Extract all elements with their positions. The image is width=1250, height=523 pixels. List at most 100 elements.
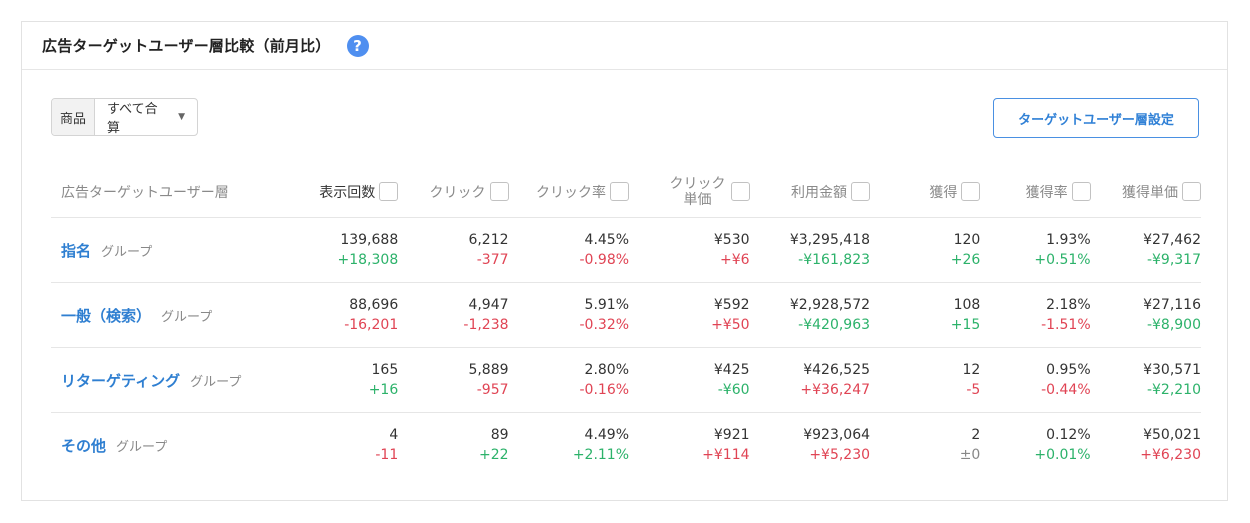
metric-change: +¥6,230 xyxy=(1140,447,1201,463)
metric-cell: 4.49% +2.11% xyxy=(509,413,630,478)
table-row: リターゲティング グループ 165 +16 5,889 -957 2.80% -0.16% ¥4… xyxy=(51,347,1201,413)
ctr-checkbox[interactable] xyxy=(610,182,630,201)
metric-value: ¥425 xyxy=(713,362,750,378)
metric-cell: 4 -11 xyxy=(296,413,398,478)
metric-value: 165 xyxy=(371,362,399,378)
panel-title: 広告ターゲットユーザー層比較（前月比） xyxy=(42,37,331,55)
metric-change: +¥6 xyxy=(719,252,750,268)
metric-value: 5.91% xyxy=(584,297,630,313)
target-user-settings-button[interactable]: ターゲットユーザー層設定 xyxy=(993,98,1199,138)
metric-cell: 4,947 -1,238 xyxy=(398,282,509,348)
col-header-ctr: クリック率 xyxy=(508,166,630,218)
col-header-cvr: 獲得率 xyxy=(980,166,1091,218)
metric-cell: 5.91% -0.32% xyxy=(508,282,630,348)
metric-cell: 1.93% +0.51% xyxy=(980,217,1091,283)
metric-value: 2 xyxy=(971,427,981,443)
metric-cell: ¥426,525 +¥36,247 xyxy=(749,347,871,413)
metric-cell: 88,696 -16,201 xyxy=(296,282,399,348)
conversions-checkbox[interactable] xyxy=(961,182,981,201)
metric-change: +2.11% xyxy=(572,447,630,463)
metric-change: +0.51% xyxy=(1034,252,1091,268)
metric-cell: ¥923,064 +¥5,230 xyxy=(750,413,871,478)
metric-value: 5,889 xyxy=(468,362,509,378)
cpc-checkbox[interactable] xyxy=(730,182,750,201)
metric-change: +0.01% xyxy=(1034,447,1091,463)
clicks-checkbox[interactable] xyxy=(489,182,509,201)
metric-change: +¥50 xyxy=(711,317,750,333)
col-header-segment: 広告ターゲットユーザー層 xyxy=(51,166,297,218)
col-header-clicks: クリック xyxy=(398,166,509,218)
metric-cell: 5,889 -957 xyxy=(398,347,509,413)
cvr-checkbox[interactable] xyxy=(1071,182,1091,201)
metric-cell: 89 +22 xyxy=(398,413,509,478)
cpa-checkbox[interactable] xyxy=(1182,182,1201,201)
product-select-value: すべて合算 xyxy=(107,102,158,136)
metric-value: ¥592 xyxy=(713,297,750,313)
metric-cell: ¥27,116 -¥8,900 xyxy=(1090,282,1201,348)
metric-cell: ¥2,928,572 -¥420,963 xyxy=(749,282,871,348)
metric-value: 4.45% xyxy=(584,232,630,248)
metric-cell: 4.45% -0.98% xyxy=(508,217,630,283)
metric-cell: 12 -5 xyxy=(870,347,981,413)
metric-value: ¥2,928,572 xyxy=(789,297,871,313)
metric-cell: ¥530 +¥6 xyxy=(629,217,750,283)
segment-name-cell: その他 グループ xyxy=(51,413,296,478)
col-header-impressions: 表示回数 xyxy=(296,166,399,218)
metric-cell: 0.95% -0.44% xyxy=(980,347,1091,413)
metric-cell: ¥30,571 -¥2,210 xyxy=(1090,347,1201,413)
metric-change: +26 xyxy=(950,252,981,268)
spend-checkbox[interactable] xyxy=(851,182,871,201)
metric-change: -¥161,823 xyxy=(798,252,871,268)
metric-change: +15 xyxy=(950,317,981,333)
product-select[interactable]: すべて合算 ▼ xyxy=(95,99,197,136)
metric-change: +18,308 xyxy=(337,252,399,268)
segment-link[interactable]: リターゲティング xyxy=(61,371,181,390)
metric-value: ¥426,525 xyxy=(803,362,871,378)
metric-value: ¥27,462 xyxy=(1143,232,1201,248)
metric-cell: 165 +16 xyxy=(296,347,399,413)
metric-change: -0.32% xyxy=(579,317,630,333)
segment-table: 広告ターゲットユーザー層 表示回数 クリック クリック率 クリック単価 利用金額… xyxy=(51,166,1201,477)
metric-value: 4.49% xyxy=(584,427,630,443)
metric-change: -¥2,210 xyxy=(1146,382,1201,398)
segment-link[interactable]: 一般（検索） xyxy=(61,306,152,325)
segment-link[interactable]: 指名 xyxy=(61,241,92,260)
metric-cell: ¥50,021 +¥6,230 xyxy=(1091,413,1201,478)
metric-change: -0.16% xyxy=(579,382,630,398)
metric-value: ¥30,571 xyxy=(1143,362,1201,378)
metric-change: -0.98% xyxy=(579,252,630,268)
metric-change: -377 xyxy=(476,252,509,268)
product-filter-label: 商品 xyxy=(52,99,96,135)
help-icon[interactable]: ? xyxy=(346,34,369,57)
metric-value: 139,688 xyxy=(340,232,399,248)
product-filter[interactable]: 商品 すべて合算 ▼ xyxy=(51,98,199,136)
metric-value: ¥27,116 xyxy=(1143,297,1201,313)
metric-change: -957 xyxy=(476,382,509,398)
metric-change: -5 xyxy=(966,382,981,398)
metric-cell: 2.80% -0.16% xyxy=(508,347,630,413)
segment-type-label: グループ xyxy=(190,374,242,390)
metric-value: 1.93% xyxy=(1046,232,1091,248)
metric-value: 0.12% xyxy=(1046,427,1091,443)
metric-change: -¥9,317 xyxy=(1146,252,1201,268)
table-row: その他 グループ 4 -11 89 +22 4.49% +2.11% ¥921 +¥114 ¥923… xyxy=(51,413,1201,478)
metric-change: -¥8,900 xyxy=(1146,317,1201,333)
metric-value: ¥921 xyxy=(713,427,750,443)
segment-link[interactable]: その他 xyxy=(61,436,107,455)
metric-cell: 139,688 +18,308 xyxy=(296,217,399,283)
metric-value: ¥3,295,418 xyxy=(789,232,871,248)
metric-cell: 120 +26 xyxy=(870,217,981,283)
metric-cell: ¥27,462 -¥9,317 xyxy=(1090,217,1201,283)
metric-cell: ¥921 +¥114 xyxy=(629,413,750,478)
col-header-conversions: 獲得 xyxy=(870,166,981,218)
metric-cell: ¥425 -¥60 xyxy=(629,347,750,413)
metric-value: 2.80% xyxy=(584,362,630,378)
metric-value: 2.18% xyxy=(1046,297,1091,313)
metric-change: +¥5,230 xyxy=(809,447,871,463)
metric-value: 6,212 xyxy=(468,232,509,248)
panel-header: 広告ターゲットユーザー層比較（前月比） ? xyxy=(22,22,1227,70)
table-row: 一般（検索） グループ 88,696 -16,201 4,947 -1,238 5.91% -… xyxy=(51,282,1201,348)
segment-name-cell: 一般（検索） グループ xyxy=(51,282,297,348)
impressions-checkbox[interactable] xyxy=(379,182,399,201)
metric-change: -11 xyxy=(375,447,399,463)
